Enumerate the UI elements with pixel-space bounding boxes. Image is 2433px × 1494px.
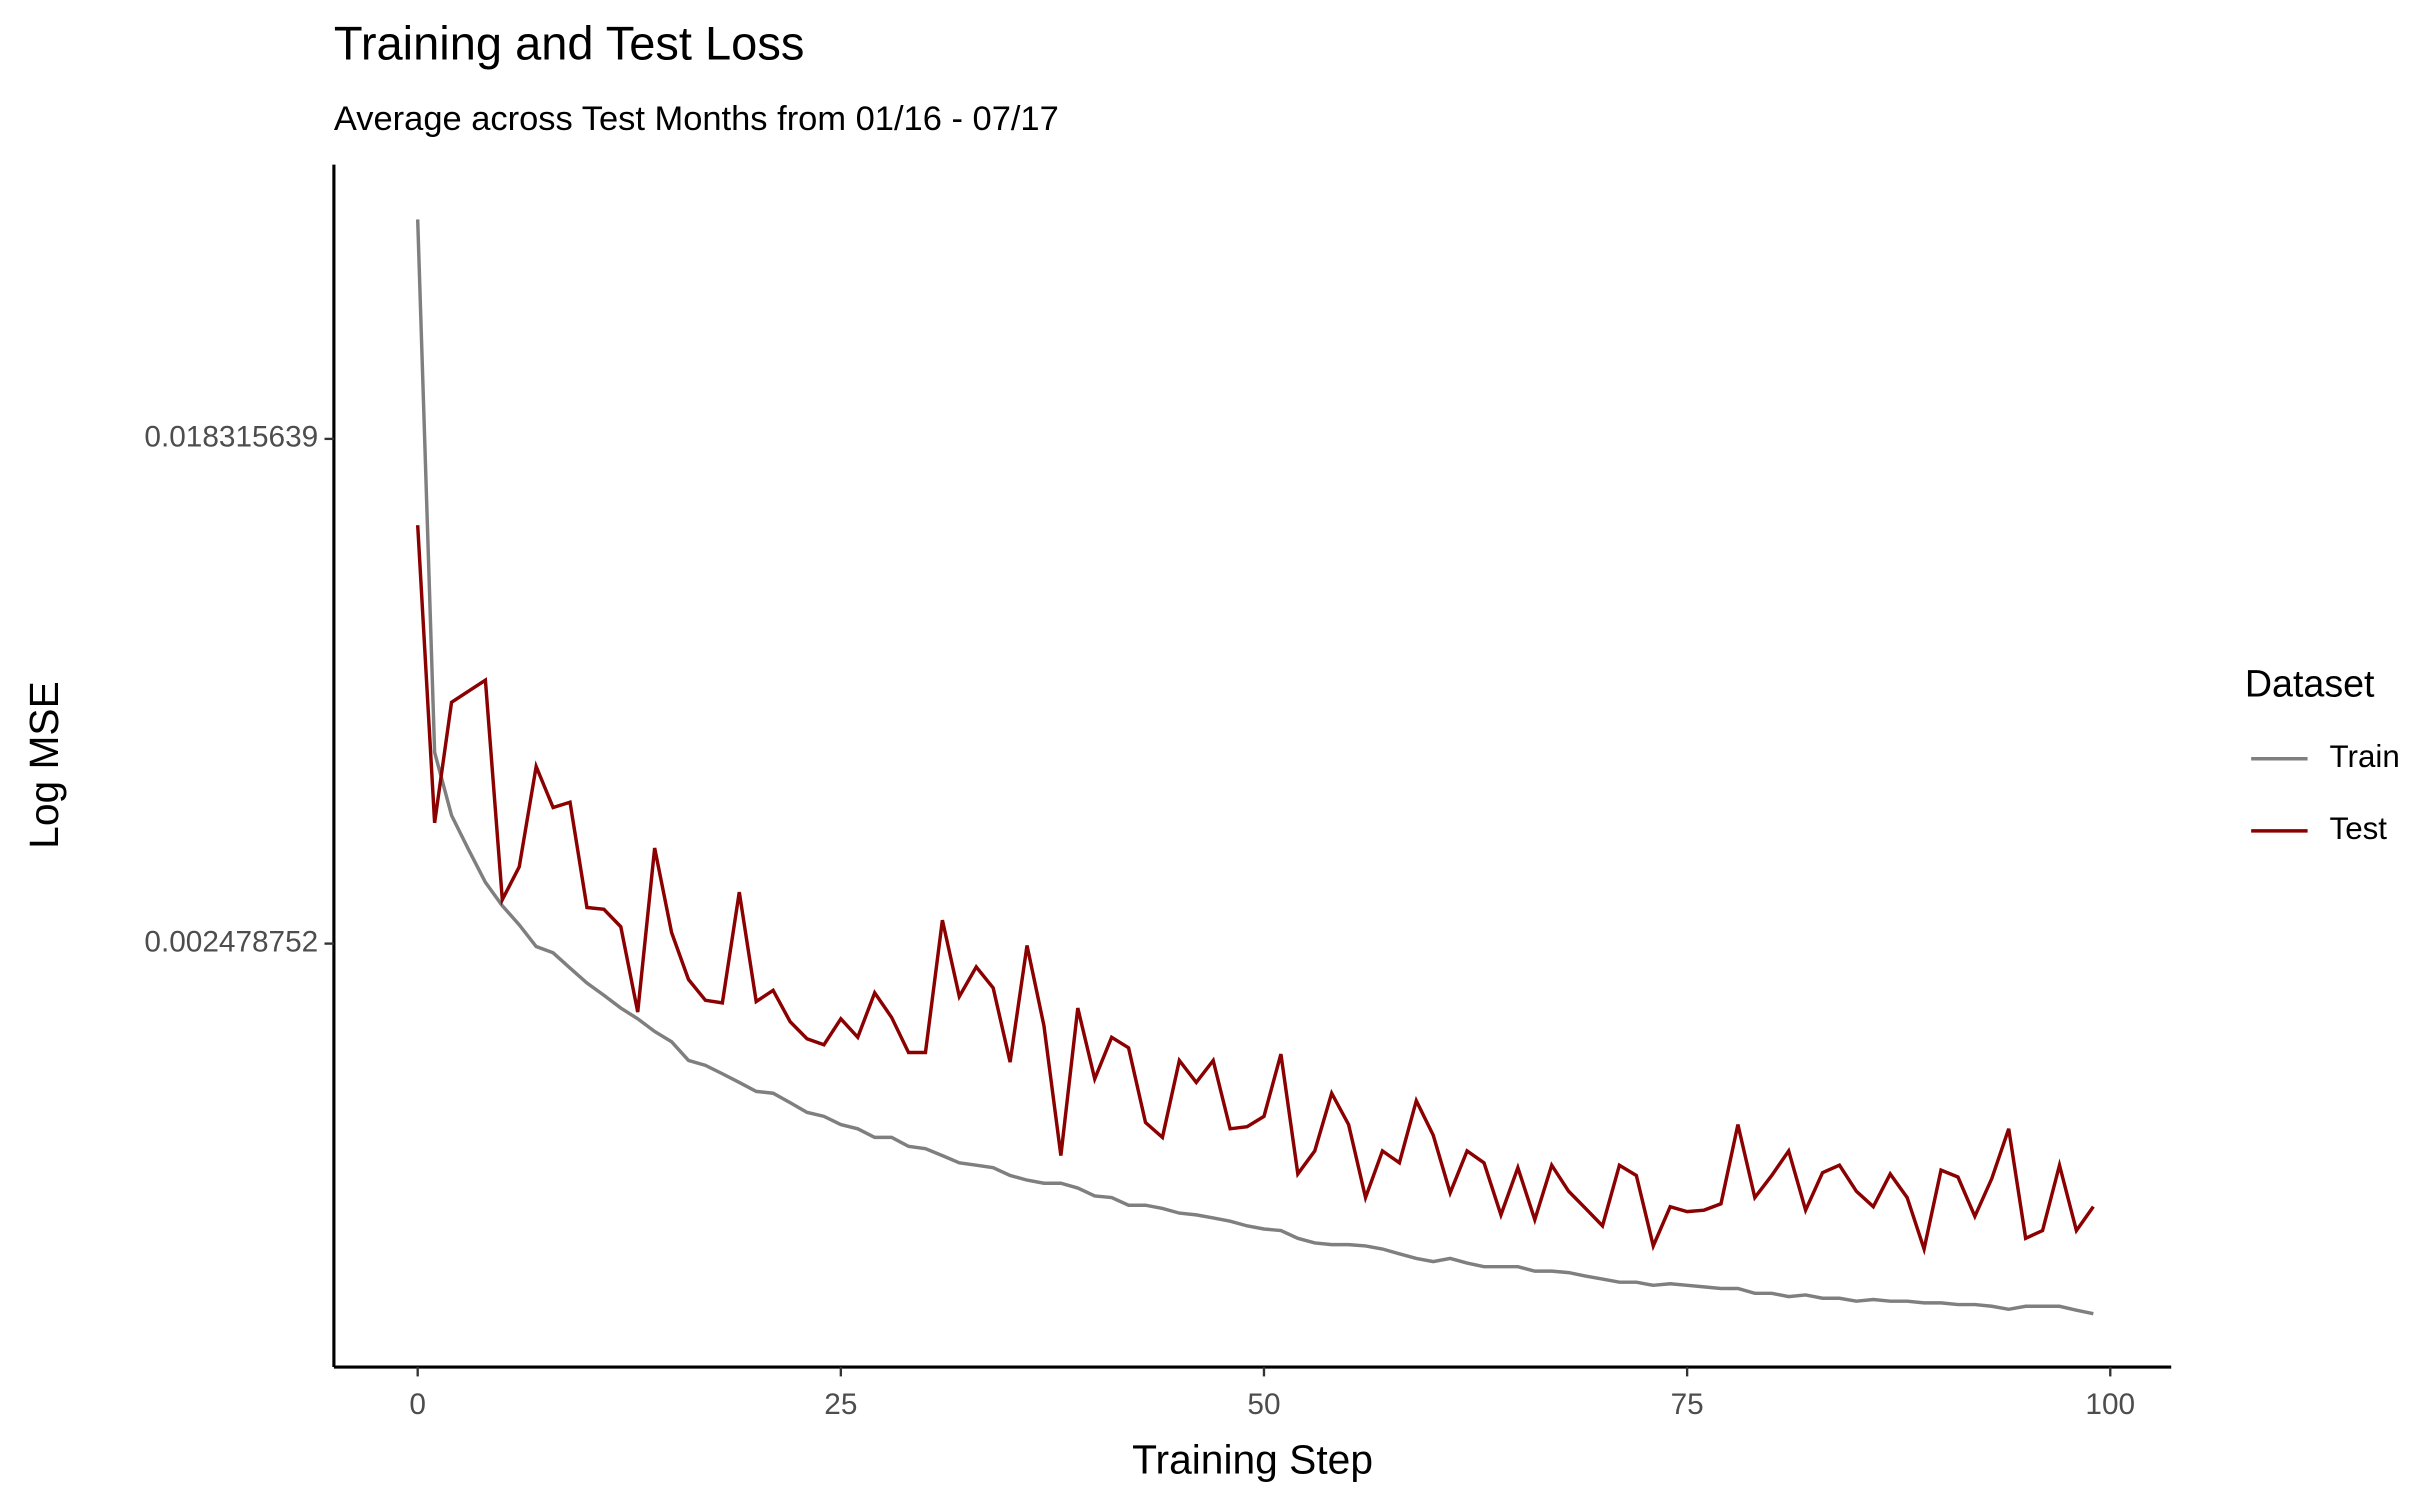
x-tick-label: 0 xyxy=(409,1388,426,1421)
y-axis-title: Log MSE xyxy=(21,681,67,849)
chart-subtitle: Average across Test Months from 01/16 - … xyxy=(334,100,1059,138)
y-tick-label: 0.018315639 xyxy=(144,421,318,454)
chart-title: Training and Test Loss xyxy=(334,16,804,69)
x-tick-label: 50 xyxy=(1247,1388,1280,1421)
y-tick-label: 0.002478752 xyxy=(144,925,318,958)
legend-title: Dataset xyxy=(2245,663,2375,705)
legend-label: Train xyxy=(2330,739,2400,774)
x-tick-label: 100 xyxy=(2085,1388,2135,1421)
series-line xyxy=(415,525,2095,1256)
x-tick-label: 25 xyxy=(824,1388,857,1421)
x-axis-title: Training Step xyxy=(1132,1436,1373,1482)
series-line xyxy=(415,219,2094,1316)
legend-label: Test xyxy=(2330,811,2388,846)
x-tick-label: 75 xyxy=(1671,1388,1704,1421)
